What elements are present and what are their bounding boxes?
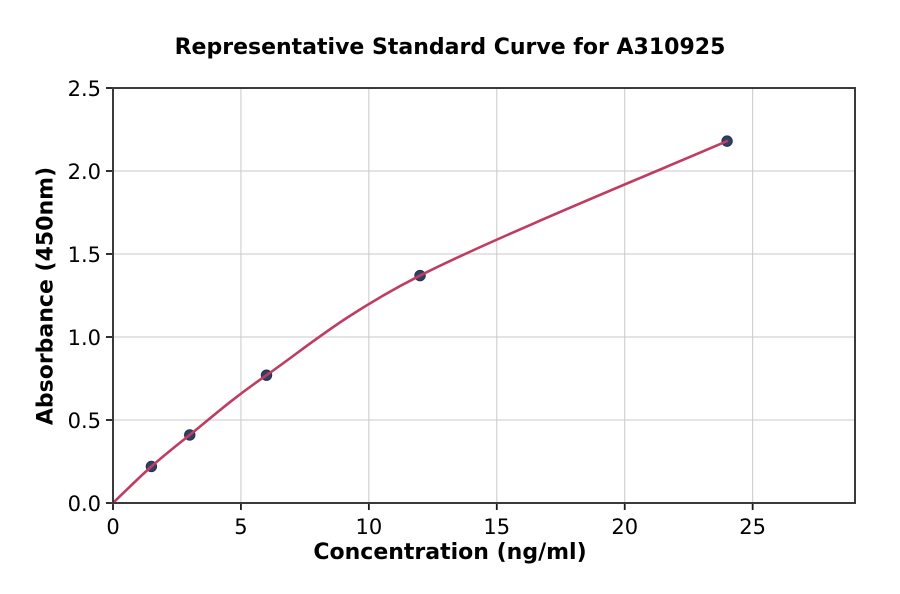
y-tick-label: 0.5 (68, 409, 101, 433)
y-tick-label: 1.0 (68, 326, 101, 350)
x-tick-label: 0 (106, 515, 119, 539)
x-tick-label: 20 (611, 515, 638, 539)
y-tick-label: 1.5 (68, 243, 101, 267)
plot-frame (112, 87, 856, 504)
y-tick-label: 0.0 (68, 492, 101, 516)
y-tick-label: 2.5 (68, 77, 101, 101)
x-axis-label: Concentration (ng/ml) (313, 540, 587, 565)
y-tick-label: 2.0 (68, 160, 101, 184)
x-tick-label: 10 (355, 515, 382, 539)
chart-title: Representative Standard Curve for A31092… (174, 35, 726, 60)
x-tick-label: 5 (234, 515, 247, 539)
x-tick-label: 15 (483, 515, 510, 539)
x-tick-label: 25 (739, 515, 766, 539)
fit-curve (111, 139, 729, 505)
